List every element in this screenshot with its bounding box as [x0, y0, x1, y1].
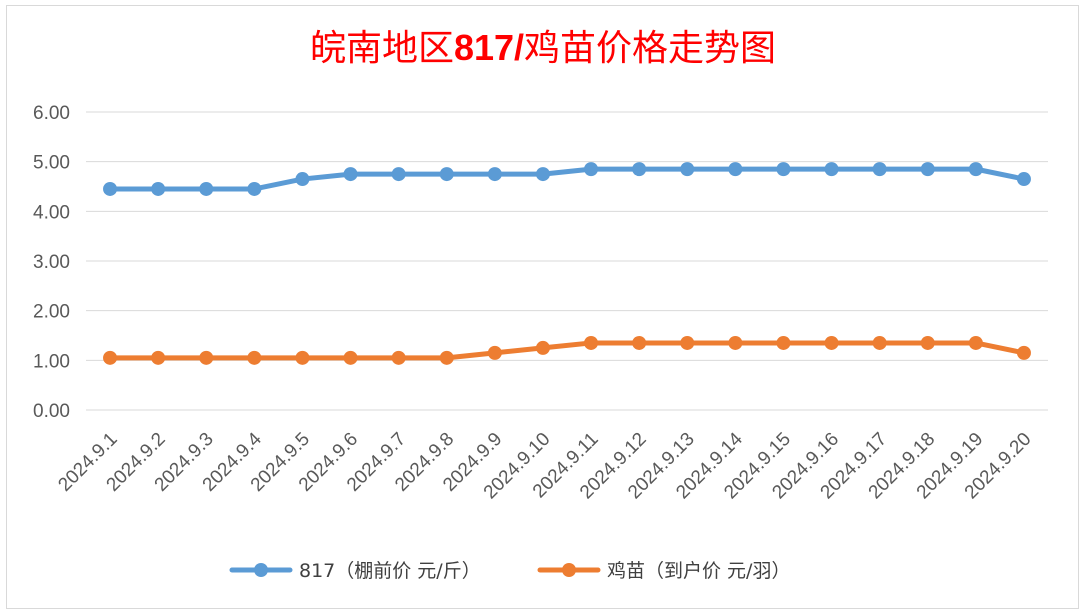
y-tick-label: 6.00	[33, 103, 70, 124]
data-point	[343, 167, 358, 182]
data-point	[535, 167, 550, 182]
data-point	[295, 350, 310, 365]
series-line	[107, 340, 1027, 361]
data-point	[391, 167, 406, 182]
data-point	[247, 350, 262, 365]
chart-frame	[6, 5, 1079, 609]
legend-swatch-marker	[562, 563, 576, 577]
series-line	[107, 166, 1027, 192]
y-tick-label: 1.00	[33, 351, 70, 372]
data-point	[343, 350, 358, 365]
data-point	[103, 350, 118, 365]
legend-label: 817（棚前价 元/斤）	[299, 560, 481, 582]
data-point	[872, 162, 887, 177]
data-point	[824, 162, 839, 177]
data-point	[920, 162, 935, 177]
data-point	[439, 167, 454, 182]
data-point	[151, 181, 166, 196]
gridlines	[86, 111, 1048, 411]
data-point	[680, 162, 695, 177]
data-point	[728, 335, 743, 350]
data-point	[776, 162, 791, 177]
data-point	[199, 350, 214, 365]
legend-item: 817（棚前价 元/斤）	[229, 560, 481, 582]
data-point	[295, 172, 310, 187]
data-point	[487, 345, 502, 360]
y-tick-label: 4.00	[33, 202, 70, 223]
data-point	[247, 181, 262, 196]
data-point	[776, 335, 791, 350]
y-axis-ticks: 0.00 1.00 2.00 3.00 4.00 5.00 6.00	[33, 103, 70, 422]
data-point	[968, 162, 983, 177]
data-point	[151, 350, 166, 365]
data-point	[584, 162, 599, 177]
data-point	[1016, 172, 1031, 187]
series-1	[103, 162, 1031, 196]
data-point	[103, 181, 118, 196]
data-point	[584, 335, 599, 350]
y-tick-label: 5.00	[33, 153, 70, 174]
data-point	[632, 335, 647, 350]
chart-title: 皖南地区817/鸡苗价格走势图	[310, 27, 776, 69]
series-2	[103, 335, 1031, 365]
legend-swatch-marker	[254, 563, 268, 577]
data-point	[535, 340, 550, 355]
data-point	[487, 167, 502, 182]
y-tick-label: 0.00	[33, 401, 70, 422]
y-tick-label: 3.00	[33, 252, 70, 273]
data-point	[680, 335, 695, 350]
data-point	[728, 162, 743, 177]
data-point	[1016, 345, 1031, 360]
data-point	[391, 350, 406, 365]
data-point	[968, 335, 983, 350]
series-layer	[103, 162, 1031, 365]
legend-item: 鸡苗（到户价 元/羽）	[537, 560, 790, 582]
data-point	[872, 335, 887, 350]
data-point	[632, 162, 647, 177]
legend: 817（棚前价 元/斤） 鸡苗（到户价 元/羽）	[229, 560, 790, 582]
legend-label: 鸡苗（到户价 元/羽）	[607, 560, 790, 582]
data-point	[439, 350, 454, 365]
data-point	[920, 335, 935, 350]
x-axis-ticks: 2024.9.12024.9.22024.9.32024.9.42024.9.5…	[54, 428, 1035, 503]
data-point	[199, 181, 214, 196]
y-tick-label: 2.00	[33, 302, 70, 323]
data-point	[824, 335, 839, 350]
